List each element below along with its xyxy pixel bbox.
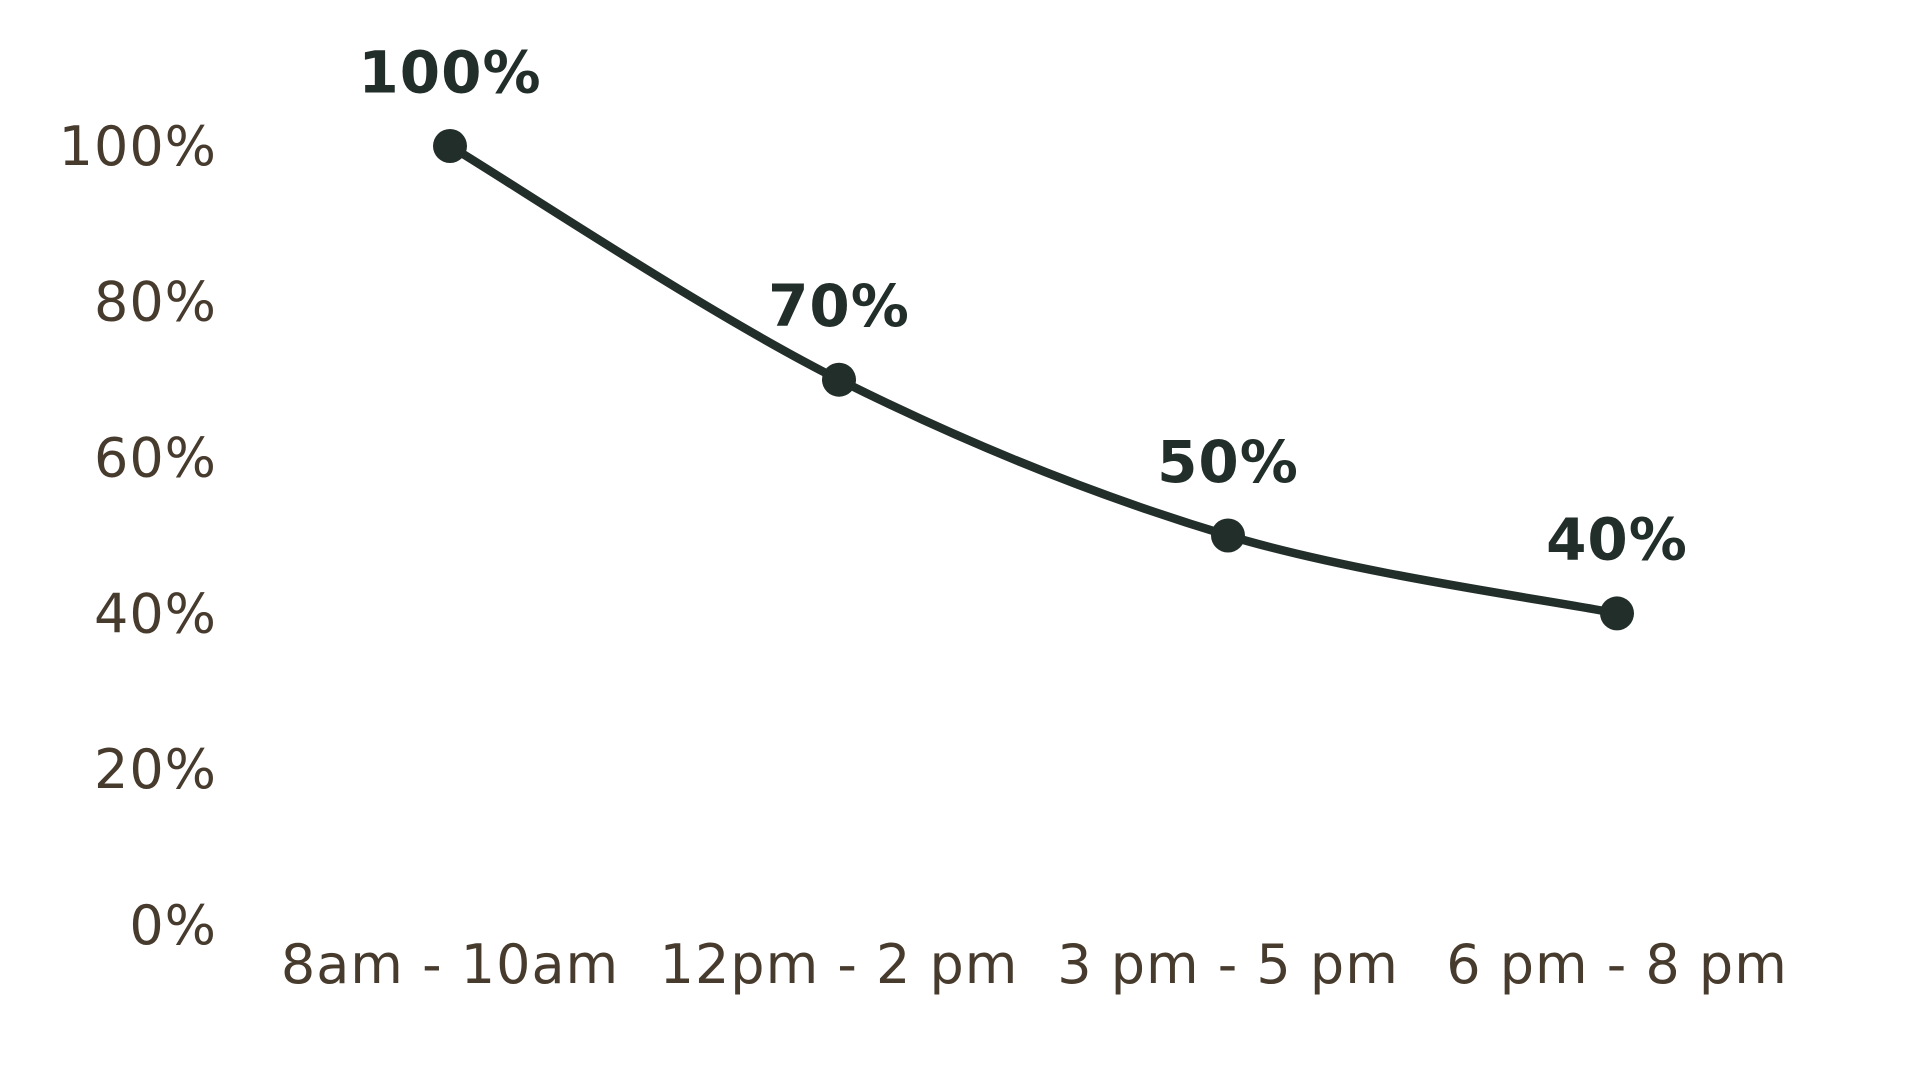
data-point-labels: 100% 70% 50% 40%	[358, 38, 1688, 574]
y-axis-tick-label: 20%	[94, 738, 217, 801]
x-axis: 8am - 10am 12pm - 2 pm 3 pm - 5 pm 6 pm - 8…	[281, 933, 1788, 996]
y-axis-tick-label: 100%	[59, 115, 217, 178]
data-point-label: 100%	[358, 38, 541, 106]
y-axis-tick-label: 0%	[129, 894, 217, 957]
x-axis-category-label: 12pm - 2 pm	[660, 933, 1019, 996]
data-point-marker	[1211, 518, 1245, 553]
data-point-marker	[822, 362, 856, 397]
y-axis-tick-label: 80%	[94, 271, 217, 334]
data-series	[433, 129, 1634, 631]
x-axis-category-label: 6 pm - 8 pm	[1446, 933, 1788, 996]
data-point-marker	[433, 129, 467, 163]
data-point-label: 40%	[1546, 506, 1688, 574]
data-point-marker	[1600, 596, 1634, 631]
x-axis-category-label: 3 pm - 5 pm	[1057, 933, 1399, 996]
y-axis-tick-label: 40%	[94, 582, 217, 645]
x-axis-category-label: 8am - 10am	[281, 933, 619, 996]
y-axis: 100% 80% 60% 40% 20% 0%	[59, 115, 217, 957]
trend-line	[445, 141, 1622, 618]
y-axis-tick-label: 60%	[94, 427, 217, 490]
data-point-label: 50%	[1157, 428, 1299, 496]
data-point-label: 70%	[768, 272, 910, 340]
